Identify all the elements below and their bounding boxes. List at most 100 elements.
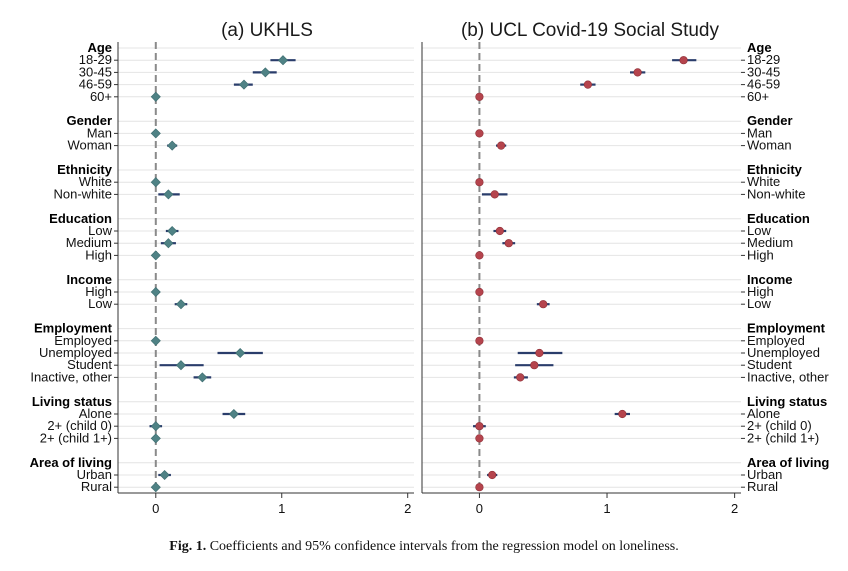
row-label: Urban: [747, 467, 782, 482]
coefficient-point: [530, 361, 539, 370]
row-label: Rural: [81, 479, 112, 494]
x-tick-label: 0: [152, 501, 159, 516]
x-tick-label: 2: [404, 501, 411, 516]
figure-caption: Fig. 1. Coefficients and 95% confidence …: [0, 539, 848, 555]
group-label: Ethnicity: [57, 162, 113, 177]
coefficient-point: [475, 336, 484, 345]
row-label: Student: [747, 357, 792, 372]
row-label: Man: [747, 125, 772, 140]
row-label: Inactive, other: [30, 369, 112, 384]
row-label: Employed: [747, 333, 805, 348]
row-label: Low: [747, 296, 771, 311]
coefficient-point: [583, 80, 592, 89]
coefficient-point: [475, 129, 484, 138]
group-label: Age: [747, 40, 772, 55]
group-label: Gender: [66, 113, 112, 128]
row-label: 60+: [90, 89, 112, 104]
coefficient-point: [475, 178, 484, 187]
coefficient-point: [163, 189, 174, 200]
x-tick-label: 1: [278, 501, 285, 516]
row-label: Student: [67, 357, 112, 372]
coefficient-point: [277, 55, 289, 66]
row-label: High: [747, 284, 774, 299]
row-label: 2+ (child 0): [747, 418, 812, 433]
coefficient-point: [535, 348, 544, 358]
row-label: Employed: [54, 333, 112, 348]
row-label: White: [747, 174, 780, 189]
row-label: 60+: [747, 89, 769, 104]
coefficient-point: [495, 226, 504, 236]
row-label: Inactive, other: [747, 369, 829, 384]
row-label: 2+ (child 1+): [747, 430, 819, 445]
coefficient-point: [238, 79, 249, 90]
coefficient-point: [150, 433, 161, 444]
x-tick-label: 2: [731, 501, 738, 516]
row-label: Unemployed: [39, 345, 112, 360]
row-label: Urban: [77, 467, 112, 482]
x-tick-label: 1: [603, 501, 610, 516]
row-label: Medium: [747, 235, 793, 250]
coefficient-point: [228, 408, 239, 420]
coefficient-point: [159, 469, 170, 481]
row-label: 2+ (child 1+): [40, 430, 112, 445]
row-label: Woman: [747, 138, 792, 153]
coefficient-point: [260, 67, 271, 78]
row-label: Medium: [66, 235, 112, 250]
row-label: 46-59: [747, 77, 780, 92]
row-label: High: [85, 247, 112, 262]
group-label: Area of living: [747, 455, 829, 470]
coefficient-point: [516, 373, 525, 382]
regression-figure: (a) UKHLS (b) UCL Covid-19 Social Study …: [30, 20, 830, 516]
group-label: Area of living: [30, 455, 112, 470]
row-label: Low: [747, 223, 771, 238]
coefficient-point: [150, 421, 161, 432]
row-label: Non-white: [53, 186, 112, 201]
caption-label: Fig. 1.: [169, 539, 207, 554]
row-label: Alone: [747, 406, 780, 421]
row-label: 46-59: [79, 77, 112, 92]
coefficient-point: [475, 422, 484, 431]
coefficient-point: [167, 225, 178, 237]
row-label: High: [85, 284, 112, 299]
coefficient-point: [167, 140, 178, 151]
coefficient-point: [150, 91, 161, 102]
row-label: Low: [88, 296, 112, 311]
row-label: Non-white: [747, 186, 806, 201]
coefficient-point: [488, 470, 497, 480]
coefficient-point: [475, 434, 484, 443]
panel-b-title: (b) UCL Covid-19 Social Study: [461, 20, 720, 41]
row-label: Alone: [79, 406, 112, 421]
coefficient-point: [497, 141, 506, 150]
group-label: Gender: [747, 113, 793, 128]
coefficient-point: [539, 300, 548, 309]
row-label: 18-29: [79, 52, 112, 67]
group-label: Age: [87, 40, 112, 55]
group-label: Ethnicity: [747, 162, 803, 177]
coefficient-point: [163, 238, 174, 249]
coefficient-point: [150, 177, 161, 188]
coefficient-point: [633, 68, 642, 77]
coefficient-point: [150, 482, 161, 493]
coefficient-point: [150, 286, 161, 298]
group-label: Employment: [34, 321, 113, 336]
row-label: Low: [88, 223, 112, 238]
coefficient-point: [150, 250, 161, 261]
group-label: Employment: [747, 321, 826, 336]
group-label: Income: [66, 272, 112, 287]
row-label: High: [747, 247, 774, 262]
row-label: Woman: [67, 138, 112, 153]
coefficient-point: [475, 92, 484, 101]
coefficient-point: [475, 287, 484, 297]
group-label: Living status: [32, 394, 112, 409]
row-label: 2+ (child 0): [47, 418, 112, 433]
row-label: Rural: [747, 479, 778, 494]
coefficient-point: [475, 483, 484, 492]
group-label: Education: [747, 211, 810, 226]
group-label: Income: [747, 272, 793, 287]
row-label: 18-29: [747, 52, 780, 67]
row-label: 30-45: [79, 64, 112, 79]
coefficient-point: [618, 409, 627, 419]
coefficient-point: [150, 335, 161, 346]
row-label: 30-45: [747, 64, 780, 79]
